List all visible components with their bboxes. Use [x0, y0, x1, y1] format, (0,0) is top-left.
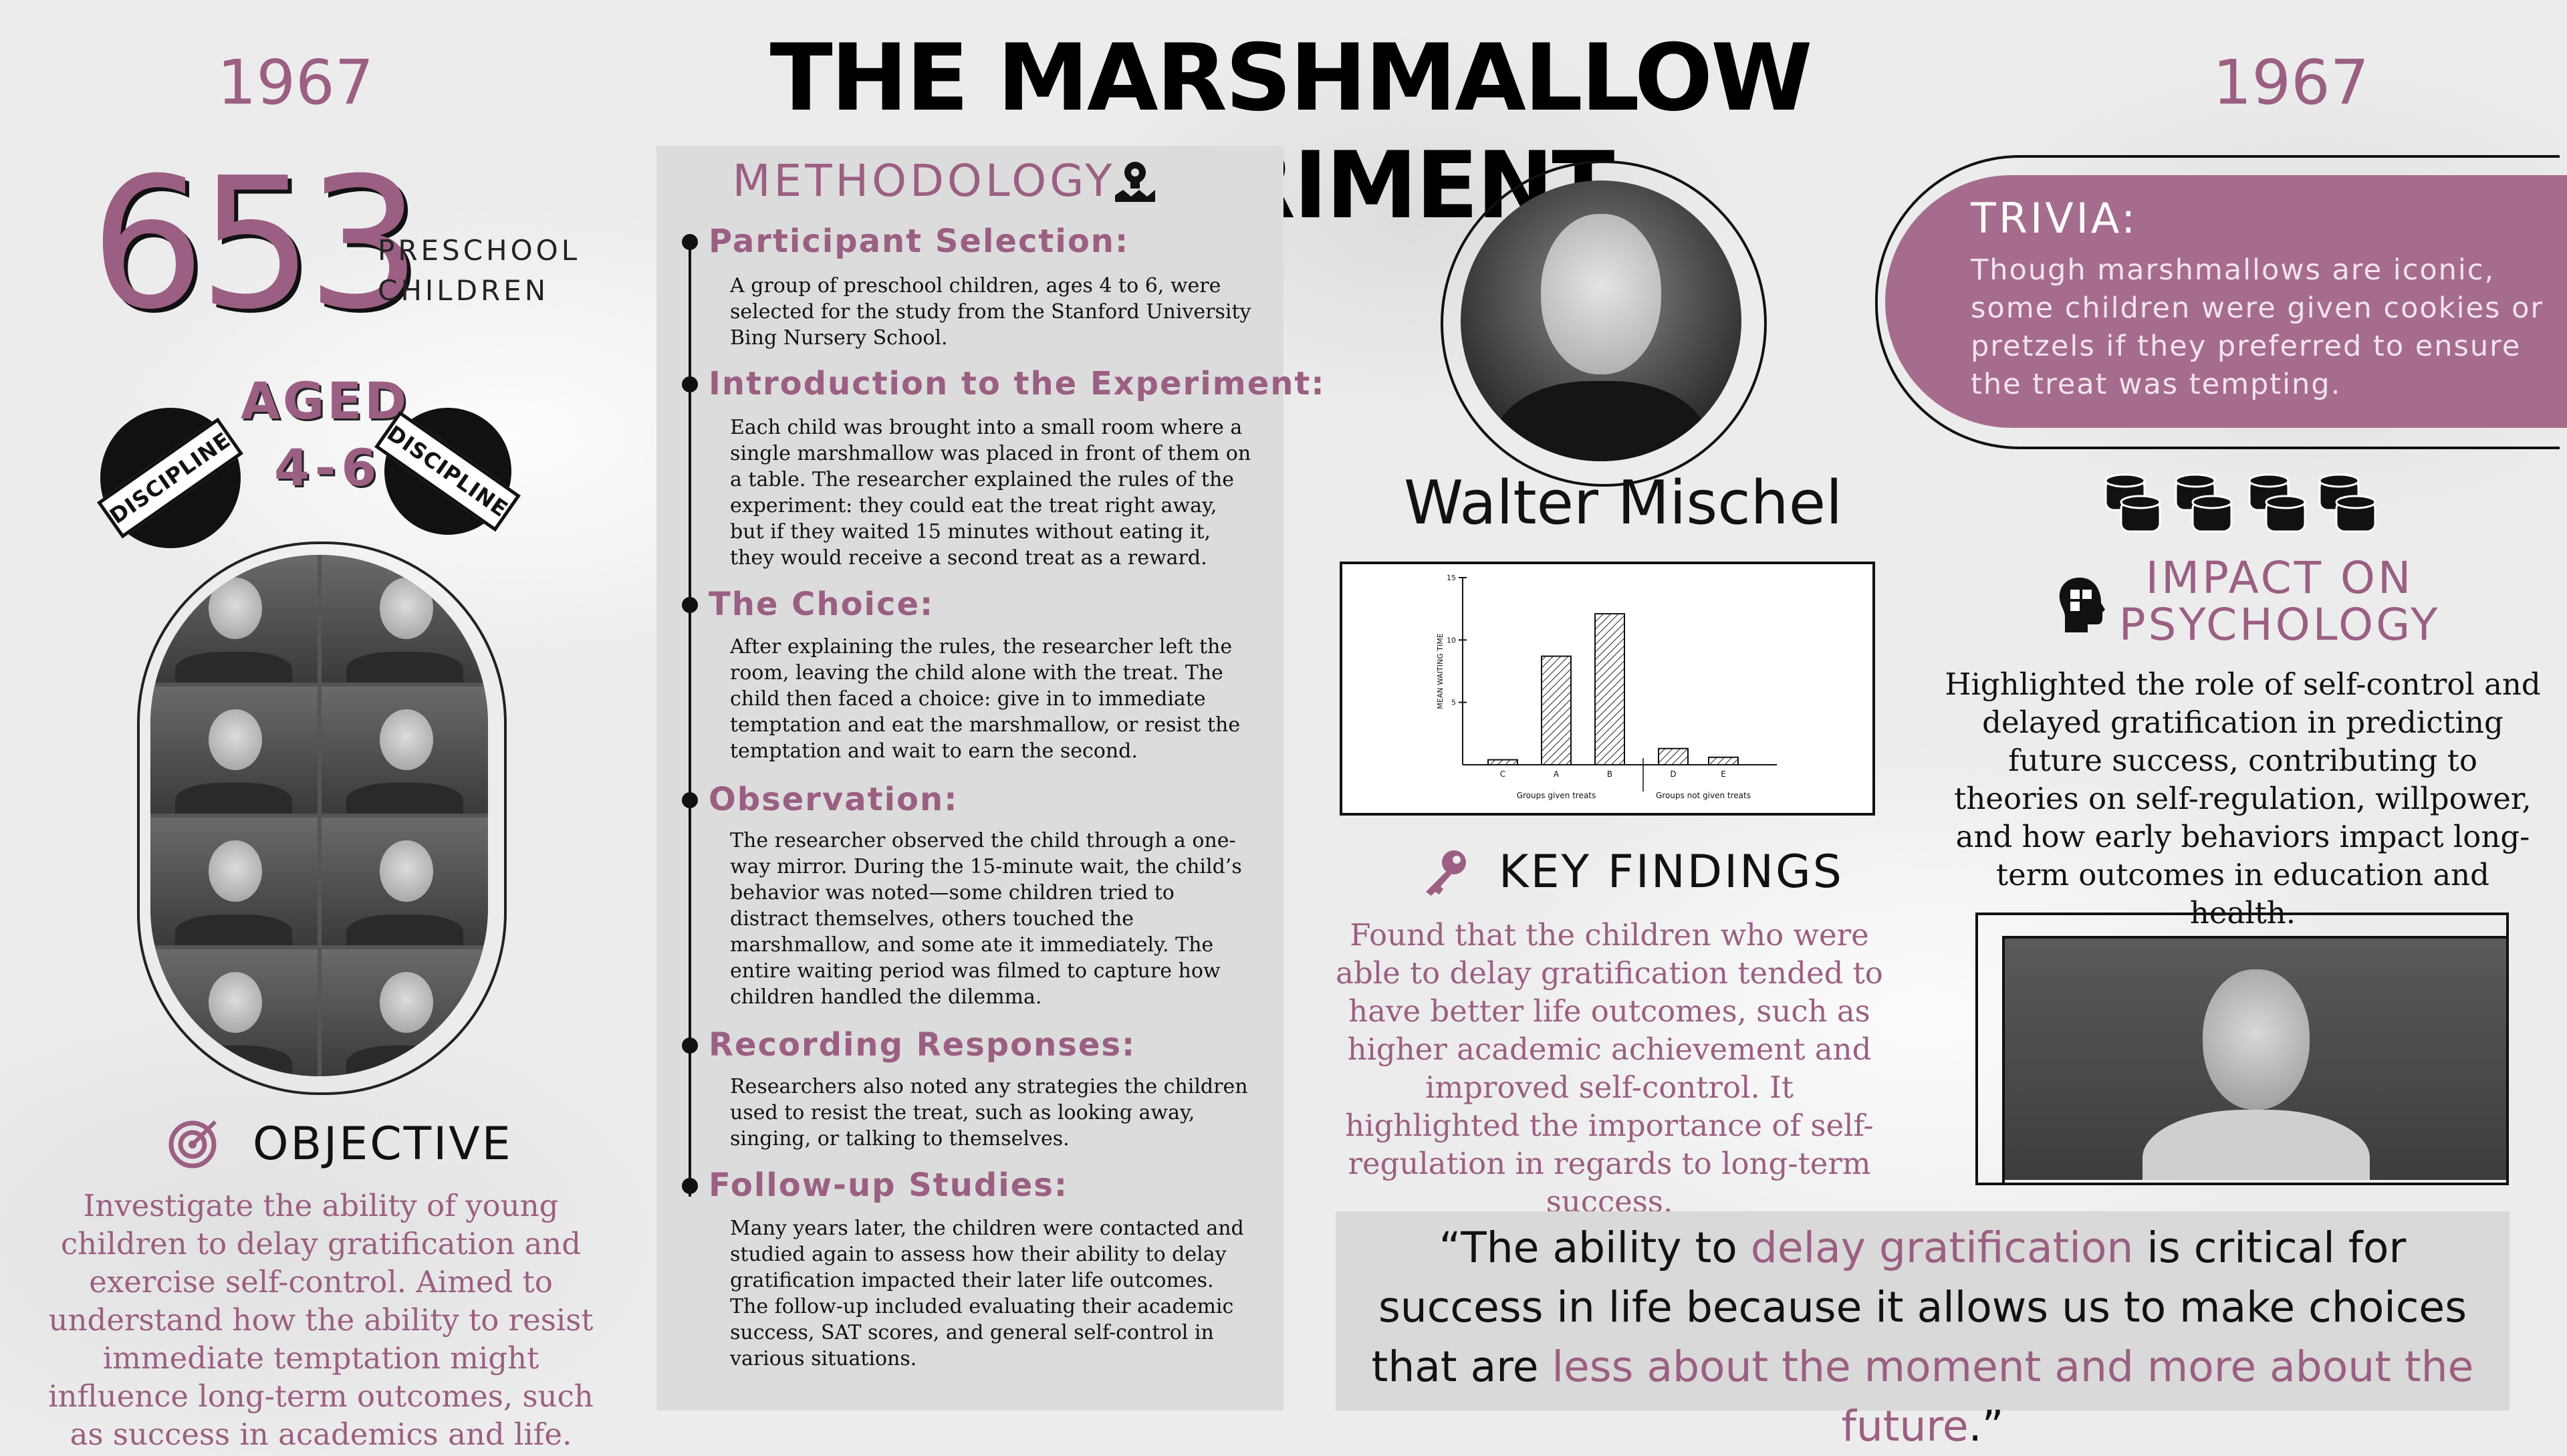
impact-title: IMPACT ON PSYCHOLOGY: [2118, 552, 2441, 650]
trivia-outline: [1875, 155, 2560, 449]
step-text: The researcher observed the child throug…: [730, 829, 1242, 1009]
y-tick-label: 5: [1451, 699, 1456, 707]
portrait-ring: [1441, 160, 1767, 487]
kid-photo: [321, 686, 488, 814]
trivia-text: Though marshmallows are iconic, some chi…: [1971, 253, 2544, 401]
aged-label: AGED: [241, 371, 410, 431]
methodology-timeline: [689, 241, 691, 1197]
step-title: Introduction to the Experiment:: [709, 365, 1326, 402]
step-title: Observation:: [709, 781, 959, 818]
step-title: Recording Responses:: [709, 1026, 1136, 1064]
group-label: Groups given treats: [1517, 791, 1596, 800]
step-text: After explaining the rules, the research…: [730, 635, 1241, 763]
age-range: 4-6: [274, 438, 382, 497]
kids-photo-frame: [137, 541, 507, 1095]
y-tick-label: 15: [1447, 574, 1456, 582]
step-title: Participant Selection:: [709, 223, 1130, 260]
kid-photo: [321, 949, 488, 1076]
waiting-time-chart: 5 10 15 MEAN WAITING TIME C A B D E Groups given …: [1340, 562, 1875, 816]
methodology-panel: [656, 146, 1284, 1411]
step-text: A group of preschool children, ages 4 to…: [730, 274, 1251, 350]
key-icon: [1426, 850, 1466, 896]
bar-E: [1708, 756, 1739, 765]
discipline-stamp-right: DISCIPLINE: [374, 408, 521, 535]
bar-A: [1541, 655, 1572, 765]
impact-text: Highlighted the role of self-control and…: [1945, 666, 2541, 931]
kid-photo: [150, 818, 318, 945]
trivia-title: TRIVIA:: [1971, 194, 2138, 243]
category-label: C: [1500, 769, 1505, 779]
step-title: Follow-up Studies:: [709, 1167, 1069, 1204]
category-label: B: [1607, 769, 1612, 779]
kid-photo: [150, 949, 318, 1076]
quote-text: “The ability to delay gratification is c…: [1371, 1223, 2474, 1451]
trivia-box: [1885, 175, 2567, 428]
timeline-dot: [682, 792, 698, 808]
category-label: D: [1670, 769, 1676, 779]
gear-bulb-icon: [1115, 162, 1155, 202]
target-icon: [168, 1120, 217, 1169]
kid-photo: [321, 818, 488, 945]
bar-D: [1658, 747, 1689, 766]
marshmallows-icon: [2104, 473, 2376, 533]
step-text: Many years later, the children were cont…: [730, 1217, 1244, 1370]
category-label: E: [1721, 769, 1726, 779]
participant-count: 653: [90, 138, 421, 349]
category-label: A: [1554, 769, 1560, 779]
quote-box: [1336, 1211, 2510, 1411]
objective-title: OBJECTIVE: [253, 1118, 513, 1171]
participant-label: PRESCHOOL CHILDREN: [378, 234, 581, 307]
quote-highlight: less about the moment and more about the…: [1552, 1342, 2474, 1451]
step-text: Researchers also noted any strategies th…: [730, 1075, 1248, 1150]
stamp-text: DISCIPLINE: [374, 410, 521, 532]
key-findings-text: Found that the children who were able to…: [1336, 917, 1883, 1219]
bar-C: [1487, 759, 1518, 765]
y-tick-label: 10: [1447, 636, 1456, 644]
kids-photo-grid: [150, 555, 488, 1076]
walter-mischel-portrait: [1461, 180, 1741, 461]
researcher-name: Walter Mischel: [1404, 468, 1843, 538]
kid-photo: [321, 555, 488, 683]
timeline-dot: [682, 1178, 698, 1194]
step-text: Each child was brought into a small room…: [730, 416, 1251, 570]
brain-puzzle-icon: [2059, 578, 2105, 632]
timeline-dot: [682, 1038, 698, 1054]
methodology-title: METHODOLOGY: [732, 155, 1116, 207]
year-right: 1967: [2213, 47, 2370, 118]
timeline-dot: [682, 376, 698, 392]
chart-svg: 5 10 15 MEAN WAITING TIME C A B D E Groups given …: [1436, 574, 1777, 800]
kid-photo: [150, 555, 318, 683]
year-left: 1967: [217, 47, 374, 118]
stamp-text: DISCIPLINE: [97, 417, 244, 539]
kid-photo: [150, 686, 318, 814]
step-title: The Choice:: [709, 586, 935, 623]
bar-B: [1594, 613, 1625, 765]
key-findings-title: KEY FINDINGS: [1499, 846, 1844, 898]
child-photo: [2002, 936, 2506, 1180]
discipline-stamp-left: DISCIPLINE: [97, 408, 244, 548]
photo-frame-front: [2002, 936, 2509, 1185]
timeline-dot: [682, 234, 698, 250]
quote-highlight: delay gratification: [1750, 1223, 2134, 1272]
timeline-dot: [682, 597, 698, 613]
objective-text: Investigate the ability of young childre…: [48, 1188, 594, 1452]
y-axis-label: MEAN WAITING TIME: [1436, 633, 1445, 709]
group-label: Groups not given treats: [1656, 791, 1751, 800]
